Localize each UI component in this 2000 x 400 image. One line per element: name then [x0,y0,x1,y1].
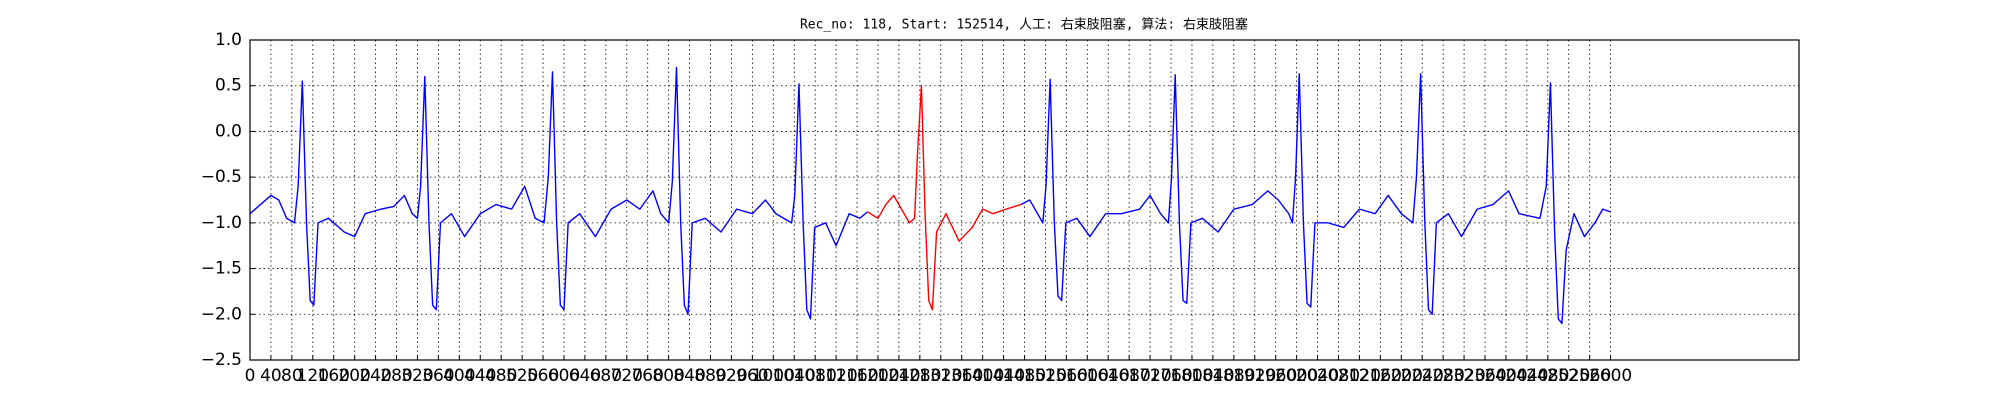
x-tick-label: 2000 [1275,366,1318,386]
x-tick-label: 1560 [1045,366,1088,386]
x-tick-label: 1040 [773,366,816,386]
y-tick-label: 0.5 [215,76,242,96]
x-tick-label: 720 [611,366,643,386]
x-tick-label: 200 [338,366,370,386]
y-tick-label: −2.0 [201,304,242,324]
x-tick-label: 1680 [1108,366,1151,386]
x-tick-label: 1160 [835,366,878,386]
x-tick-label: 1640 [1087,366,1130,386]
y-tick-label: 1.0 [215,30,242,50]
y-tick-label: −2.5 [201,350,242,370]
x-tick-label: 1360 [940,366,983,386]
x-tick-label: 480 [485,366,517,386]
x-tick-label: 1920 [1233,366,1276,386]
series-line [249,66,1611,325]
series-line [867,85,1022,311]
x-tick-label: 1960 [1254,366,1297,386]
y-tick-label: 0.0 [215,121,242,141]
y-tick-label: −0.5 [201,167,242,187]
x-tick-label: 320 [401,366,433,386]
x-tick-label: 2040 [1296,366,1339,386]
x-tick-label: 760 [631,366,663,386]
x-tick-label: 2560 [1568,366,1611,386]
x-tick-label: 1280 [898,366,941,386]
x-tick-label: 2440 [1505,366,1548,386]
x-tick-label: 1480 [1003,366,1046,386]
x-tick-label: 1320 [919,366,962,386]
x-tick-label: 2480 [1526,366,1569,386]
x-tick-label: 1760 [1149,366,1192,386]
x-tick-label: 40 [260,366,282,386]
x-tick-label: 2120 [1338,366,1381,386]
x-tick-label: 240 [359,366,391,386]
x-tick-label: 920 [715,366,747,386]
x-tick-label: 160 [318,366,350,386]
x-tick-label: 1240 [877,366,920,386]
x-tick-label: 2360 [1463,366,1506,386]
x-tick-label: 2280 [1422,366,1465,386]
x-tick-label: 960 [736,366,768,386]
x-tick-label: 2200 [1380,366,1423,386]
x-tick-label: 1600 [1066,366,1109,386]
chart-title: Rec_no: 118, Start: 152514, 人工: 右束肢阻塞, 算… [800,17,1248,33]
x-tick-label: 360 [422,366,454,386]
x-tick-label: 1440 [982,366,1025,386]
x-tick-label: 280 [380,366,412,386]
x-tick-label: 1000 [752,366,795,386]
x-tick-label: 0 [245,366,256,386]
x-tick-label: 80 [281,366,303,386]
x-tick-label: 1720 [1128,366,1171,386]
x-tick-label: 1880 [1212,366,1255,386]
x-tick-label: 1200 [856,366,899,386]
x-tick-label: 640 [569,366,601,386]
x-tick-label: 440 [464,366,496,386]
x-tick-label: 2240 [1401,366,1444,386]
x-tick-label: 800 [652,366,684,386]
x-tick-label: 2400 [1484,366,1527,386]
x-tick-label: 1840 [1191,366,1234,386]
x-tick-label: 2520 [1547,366,1590,386]
x-tick-label: 2080 [1317,366,1360,386]
x-tick-label: 520 [506,366,538,386]
x-tick-label: 840 [673,366,705,386]
x-tick-label: 880 [694,366,726,386]
y-tick-label: −1.5 [201,259,242,279]
x-tick-label: 400 [443,366,475,386]
plot-frame [249,39,1800,361]
x-tick-label: 2600 [1589,366,1632,386]
x-tick-label: 1400 [961,366,1004,386]
x-tick-label: 1080 [794,366,837,386]
x-tick-label: 1120 [814,366,857,386]
x-tick-label: 1800 [1170,366,1213,386]
x-tick-label: 680 [590,366,622,386]
y-tick-label: −1.0 [201,213,242,233]
x-tick-label: 120 [297,366,329,386]
x-tick-label: 600 [548,366,580,386]
x-tick-label: 1520 [1024,366,1067,386]
x-tick-label: 2160 [1359,366,1402,386]
x-tick-label: 2320 [1442,366,1485,386]
x-tick-label: 560 [527,366,559,386]
